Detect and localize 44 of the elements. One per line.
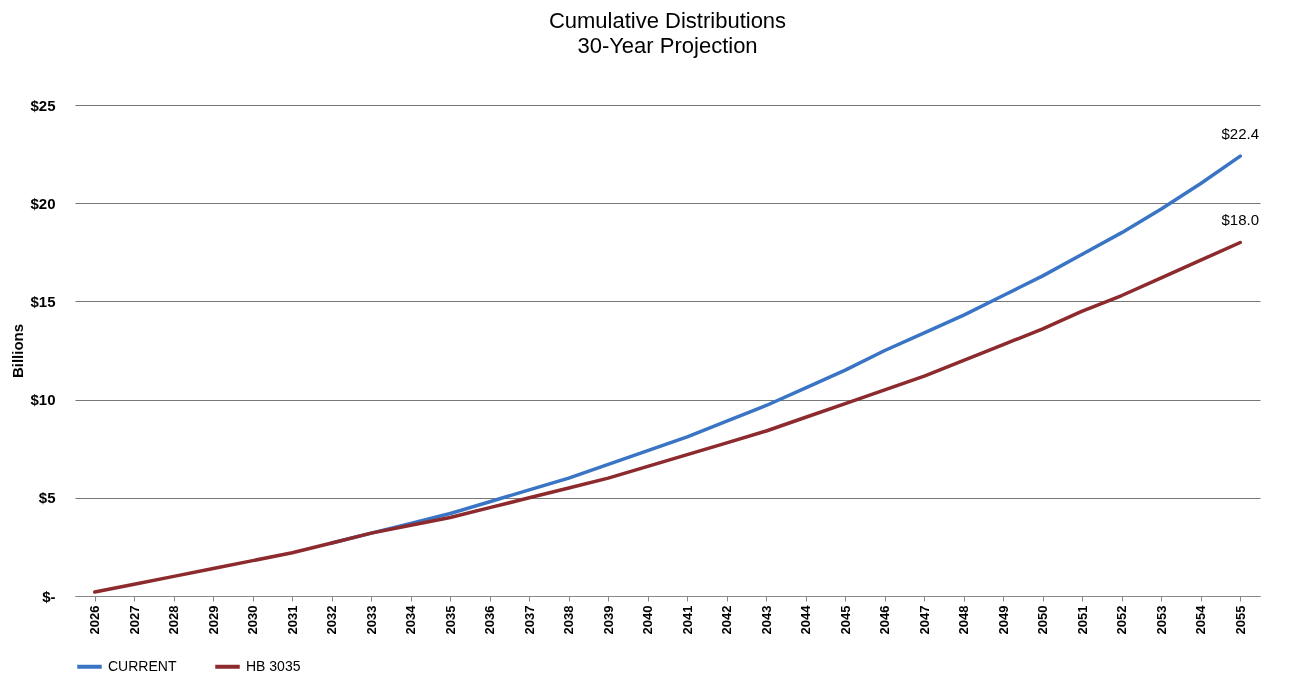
x-tick-label: 2048: [956, 605, 972, 635]
x-tick-label: 2051: [1074, 605, 1090, 635]
x-tick-label: 2028: [166, 605, 182, 635]
x-tick-label: 2037: [521, 605, 537, 635]
legend-label: CURRENT: [108, 657, 177, 674]
x-tick-label: 2027: [126, 605, 142, 635]
x-tick-label: 2026: [87, 605, 103, 635]
x-tick-label: 2029: [205, 605, 221, 635]
x-tick-label: 2043: [758, 605, 774, 635]
x-tick-label: 2036: [482, 605, 498, 635]
x-tick-label: 2055: [1232, 605, 1248, 635]
x-tick-label: 2031: [284, 605, 300, 635]
x-tick-label: 2046: [877, 605, 893, 635]
y-tick-label: $20: [30, 194, 56, 212]
x-tick-label: 2049: [995, 605, 1011, 635]
chart-title: Cumulative Distributions: [548, 8, 787, 33]
x-tick-label: 2050: [1035, 605, 1051, 635]
line-series: [93, 240, 1242, 594]
annotation: $22.4: [1221, 125, 1260, 143]
x-tick-label: 2047: [916, 605, 932, 635]
x-tick-label: 2040: [640, 605, 656, 635]
x-tick-label: 2030: [245, 605, 261, 635]
y-tick-label: $25: [30, 96, 56, 114]
x-tick-label: 2034: [403, 604, 419, 635]
y-tick-label: $10: [30, 391, 56, 409]
chart-subtitle: 30-Year Projection: [577, 33, 758, 58]
x-tick-label: 2054: [1193, 604, 1209, 635]
x-tick-label: 2041: [679, 605, 695, 635]
x-tick-label: 2033: [363, 605, 379, 635]
annotation: $18.0: [1221, 211, 1260, 229]
x-tick-label: 2045: [837, 605, 853, 635]
x-tick-label: 2044: [798, 604, 814, 635]
x-tick-label: 2039: [600, 605, 616, 635]
x-tick-label: 2038: [561, 605, 577, 635]
x-tick-label: 2053: [1153, 605, 1169, 635]
y-tick-label: $-: [42, 587, 56, 605]
y-tick-label: $5: [38, 489, 56, 507]
x-tick-label: 2042: [719, 605, 735, 635]
x-tick-label: 2035: [442, 605, 458, 635]
y-axis-title: Billions: [9, 323, 27, 379]
legend-label: HB 3035: [246, 657, 301, 674]
y-tick-label: $15: [30, 292, 56, 310]
x-tick-label: 2052: [1114, 605, 1130, 635]
x-tick-label: 2032: [324, 605, 340, 635]
